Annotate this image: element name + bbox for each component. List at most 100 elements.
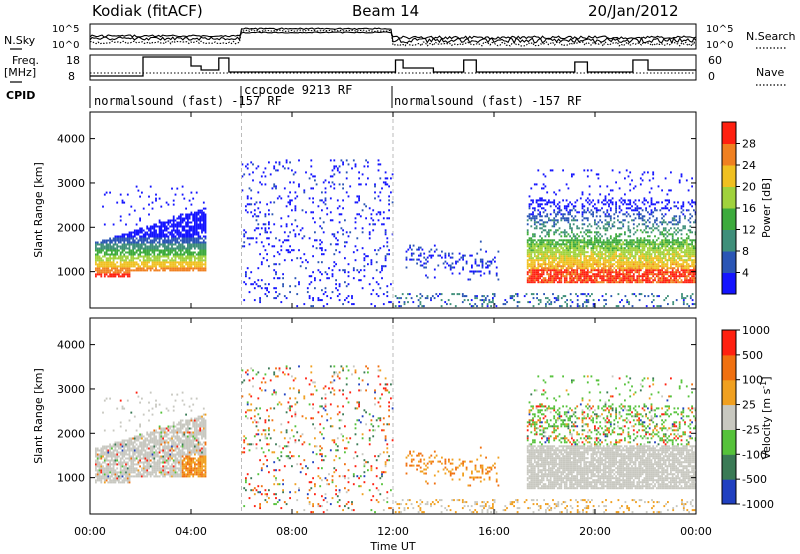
data-cell — [631, 253, 633, 256]
data-cell — [620, 243, 623, 246]
data-cell — [546, 273, 549, 276]
data-cell — [638, 279, 640, 282]
data-cell — [580, 293, 583, 296]
data-cell — [118, 245, 120, 248]
data-cell — [95, 473, 97, 476]
data-cell — [597, 225, 600, 228]
data-cell — [604, 265, 607, 268]
data-cell — [599, 241, 602, 244]
data-cell — [342, 183, 344, 186]
data-cell — [625, 257, 628, 260]
data-cell — [542, 259, 545, 262]
data-cell — [615, 261, 617, 264]
data-cell — [195, 239, 198, 242]
data-cell — [585, 277, 587, 280]
data-cell — [118, 269, 120, 272]
data-cell — [174, 219, 177, 222]
data-cell — [197, 263, 200, 266]
data-cell — [456, 293, 459, 296]
data-cell — [153, 223, 156, 226]
data-cell — [615, 203, 617, 206]
data-cell — [567, 267, 570, 270]
data-cell — [608, 193, 610, 196]
data-cell — [620, 279, 623, 282]
data-cell — [282, 283, 284, 286]
data-cell — [137, 247, 140, 250]
data-cell — [358, 171, 360, 174]
data-cell — [638, 239, 640, 242]
data-cell — [331, 275, 334, 278]
data-cell — [190, 251, 193, 254]
data-cell — [354, 217, 357, 220]
data-cell — [419, 246, 422, 249]
data-cell — [583, 231, 586, 234]
data-cell — [335, 263, 337, 266]
data-cell — [410, 252, 413, 255]
data-cell — [548, 255, 550, 258]
data-cell — [608, 199, 610, 202]
data-cell — [484, 299, 487, 302]
data-cell — [513, 295, 515, 298]
data-cell — [549, 269, 552, 272]
data-cell — [666, 273, 669, 276]
data-cell — [533, 251, 536, 254]
data-cell — [595, 237, 598, 240]
data-cell — [611, 271, 614, 274]
data-cell — [583, 263, 586, 266]
data-cell — [361, 227, 364, 230]
data-cell — [153, 247, 156, 250]
data-cell — [109, 479, 111, 482]
data-cell — [678, 259, 681, 262]
data-cell — [119, 235, 122, 238]
data-cell — [609, 199, 612, 202]
data-cell — [617, 255, 619, 258]
data-cell — [654, 255, 656, 258]
data-cell — [588, 235, 591, 238]
data-cell — [190, 191, 193, 194]
data-cell — [363, 253, 366, 256]
data-cell — [107, 263, 110, 266]
data-cell — [560, 219, 563, 222]
data-cell — [287, 215, 290, 218]
data-cell — [622, 247, 625, 250]
data-cell — [567, 245, 570, 248]
data-cell — [629, 207, 632, 210]
data-cell — [634, 185, 637, 188]
data-cell — [314, 277, 316, 280]
data-cell — [608, 251, 610, 254]
data-cell — [116, 249, 119, 252]
data-cell — [586, 265, 589, 268]
data-cell — [291, 199, 293, 202]
data-cell — [178, 237, 180, 240]
data-cell — [592, 263, 594, 266]
data-cell — [579, 255, 582, 258]
data-cell — [102, 449, 104, 452]
data-cell — [627, 279, 630, 282]
data-cell — [197, 265, 200, 268]
data-cell — [654, 219, 656, 222]
data-cell — [571, 243, 573, 246]
data-cell — [666, 263, 669, 266]
data-cell — [631, 267, 633, 270]
data-cell — [602, 259, 605, 262]
data-cell — [553, 279, 556, 282]
data-cell — [359, 269, 362, 272]
data-cell — [548, 277, 550, 280]
data-cell — [652, 257, 655, 260]
data-cell — [553, 275, 556, 278]
data-cell — [368, 231, 371, 234]
data-cell — [682, 203, 685, 206]
data-cell — [675, 271, 678, 274]
data-cell — [103, 461, 106, 464]
data-cell — [671, 281, 674, 284]
data-cell — [118, 265, 120, 268]
data-cell — [563, 249, 566, 252]
data-cell — [689, 229, 692, 232]
data-cell — [586, 269, 589, 272]
data-cell — [625, 279, 628, 282]
data-cell — [687, 269, 690, 272]
data-cell — [123, 241, 126, 244]
data-cell — [384, 259, 387, 262]
data-cell — [103, 479, 106, 482]
data-cell — [100, 261, 103, 264]
